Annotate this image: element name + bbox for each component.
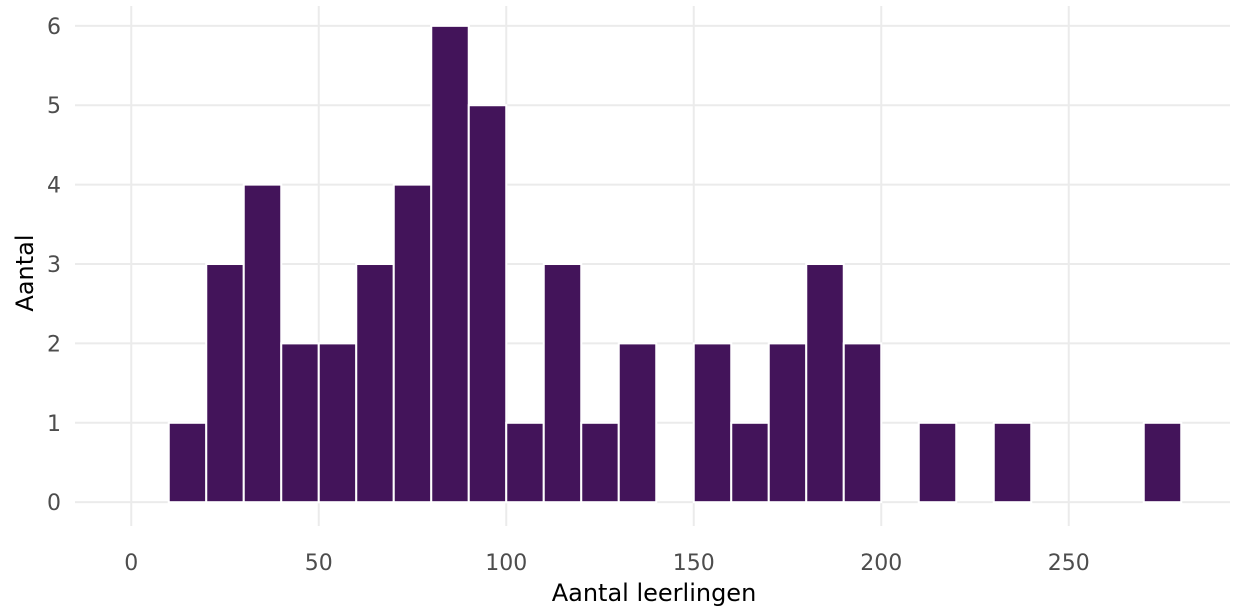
histogram-bar	[992, 421, 1033, 504]
y-tick-label: 2	[47, 332, 61, 357]
histogram-bar	[580, 421, 620, 504]
histogram-bar	[692, 342, 733, 504]
y-axis-ticks: 0 1 2 3 4 5 6	[47, 15, 61, 516]
x-tick-label: 150	[673, 551, 715, 576]
histogram-bar	[242, 183, 283, 504]
histogram-bar	[355, 263, 395, 504]
x-tick-label: 250	[1048, 551, 1090, 576]
x-tick-label: 200	[860, 551, 902, 576]
x-axis-title: Aantal leerlingen	[552, 579, 757, 607]
histogram-bar	[430, 24, 470, 504]
histogram-bar	[167, 421, 208, 504]
y-tick-label: 1	[47, 412, 61, 437]
y-tick-label: 4	[47, 174, 61, 199]
histogram-bar	[730, 421, 770, 504]
histogram-bar	[617, 342, 658, 504]
histogram-bar	[842, 342, 883, 504]
histogram-bar	[205, 263, 245, 504]
histogram-bar	[917, 421, 958, 504]
histogram-bar	[280, 342, 320, 504]
x-tick-label: 0	[124, 551, 138, 576]
histogram-bar	[505, 421, 545, 504]
x-tick-label: 100	[485, 551, 527, 576]
y-axis-title: Aantal	[11, 234, 39, 311]
bars	[167, 24, 1183, 504]
histogram-bar	[542, 263, 583, 504]
y-tick-label: 3	[47, 253, 61, 278]
histogram-bar	[1142, 421, 1183, 504]
x-tick-label: 50	[305, 551, 333, 576]
y-tick-label: 5	[47, 94, 61, 119]
histogram-bar	[317, 342, 358, 504]
histogram-bar	[805, 263, 845, 504]
x-axis-ticks: 0 50 100 150 200 250	[124, 551, 1090, 576]
histogram-bar	[467, 104, 508, 504]
histogram-bar	[392, 183, 433, 504]
y-tick-label: 0	[47, 491, 61, 516]
histogram-bar	[767, 342, 808, 504]
y-tick-label: 6	[47, 15, 61, 40]
